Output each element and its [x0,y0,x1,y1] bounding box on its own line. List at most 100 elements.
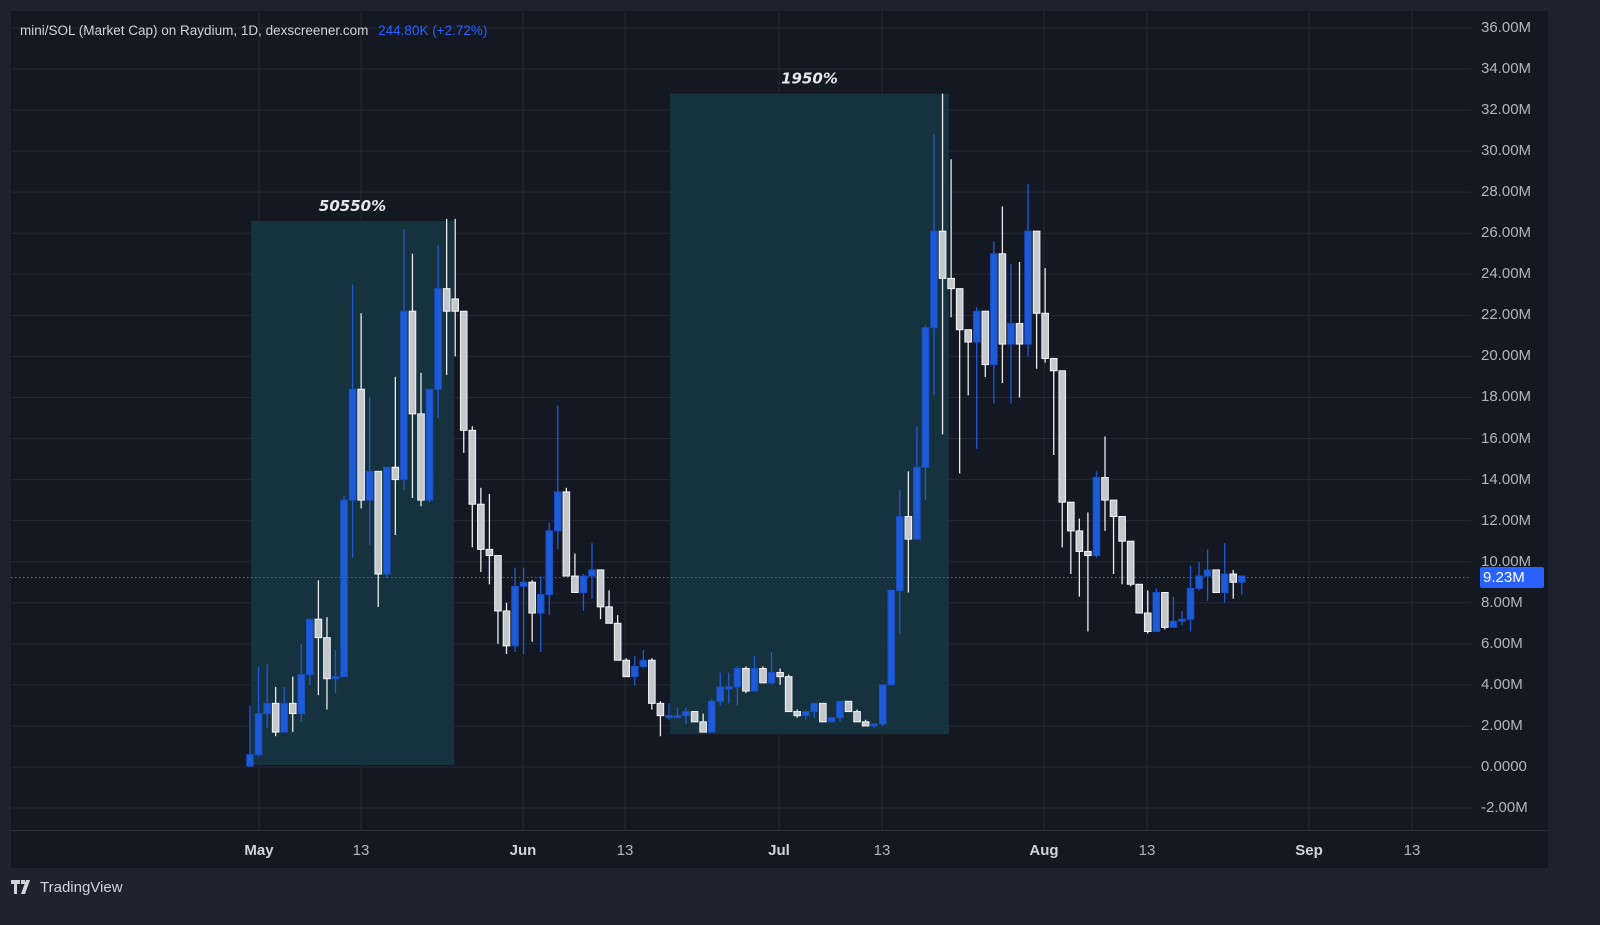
candle[interactable] [348,284,357,558]
candle[interactable] [288,676,297,733]
candle[interactable] [554,405,562,550]
candle[interactable] [314,580,323,696]
candle[interactable] [1024,183,1032,357]
candle[interactable] [271,686,280,737]
candle[interactable] [1084,512,1092,632]
candle[interactable] [776,668,784,685]
candle[interactable] [947,159,955,318]
candle[interactable] [451,218,459,357]
candle[interactable] [613,615,622,661]
candle[interactable] [1101,436,1109,531]
candle[interactable] [998,206,1007,384]
candle[interactable] [1178,610,1186,626]
candle[interactable] [801,711,810,720]
chart-plot-area[interactable]: 50550% 1950% mini/SOL (Market Cap) on Ray… [11,11,1471,830]
candle[interactable] [878,684,887,726]
candle[interactable] [690,711,699,723]
candle[interactable] [442,218,451,375]
candle[interactable] [1041,268,1049,363]
candle[interactable] [254,666,263,757]
candle[interactable] [682,707,690,724]
candle[interactable] [391,376,400,536]
candle[interactable] [1220,543,1229,603]
candle[interactable] [759,666,767,684]
candle[interactable] [579,574,588,611]
candle[interactable] [733,666,742,706]
candle[interactable] [725,672,733,704]
candle[interactable] [810,702,819,718]
candle[interactable] [904,471,913,593]
candle[interactable] [930,134,938,396]
candle[interactable] [1067,501,1075,575]
candle[interactable] [1126,540,1135,587]
candle[interactable] [648,658,656,710]
candle[interactable] [545,522,554,616]
candle[interactable] [896,489,904,634]
candle[interactable] [494,555,502,644]
candle[interactable] [870,723,878,728]
candle[interactable] [477,487,485,572]
candle[interactable] [536,576,545,653]
candle[interactable] [1203,549,1212,601]
candle[interactable] [964,329,973,396]
candle[interactable] [1152,588,1161,633]
candle[interactable] [596,569,605,620]
candle[interactable] [425,388,434,503]
candle[interactable] [374,470,383,607]
candle[interactable] [1229,569,1238,599]
candle[interactable] [1161,591,1169,630]
candle[interactable] [562,487,571,577]
candle[interactable] [819,702,827,723]
candle[interactable] [588,543,596,599]
candle[interactable] [861,719,870,727]
candle[interactable] [365,397,374,546]
candle[interactable] [742,666,750,694]
candle[interactable] [1143,590,1152,634]
candle[interactable] [323,617,331,710]
candle[interactable] [673,707,682,719]
candle[interactable] [784,674,793,713]
candle[interactable] [1075,518,1084,597]
candle[interactable] [1169,596,1178,628]
candle[interactable] [417,372,425,507]
range-measure-box[interactable]: 1950% [670,70,949,735]
candle[interactable] [1032,230,1041,369]
candle[interactable] [434,245,442,418]
candle[interactable] [793,709,802,718]
candle[interactable] [844,700,853,713]
candle[interactable] [297,643,306,722]
candle[interactable] [955,288,964,474]
candle[interactable] [1238,575,1246,595]
candle[interactable] [630,656,639,685]
candle[interactable] [913,426,921,540]
price-axis[interactable]: 36.00M 34.00M 32.00M 30.00M 28.00M 26.00M 24.0… [1471,11,1548,830]
candle[interactable] [1212,569,1220,593]
candle[interactable] [972,307,981,449]
candle[interactable] [656,701,665,737]
candle[interactable] [1186,565,1195,632]
candle[interactable] [707,699,716,733]
candle[interactable] [1135,583,1144,614]
candle[interactable] [485,493,494,585]
candle[interactable] [502,602,511,655]
candle[interactable] [887,589,896,686]
candle[interactable] [1092,471,1101,558]
candle[interactable] [511,567,519,653]
candle[interactable] [408,253,417,499]
candle[interactable] [1015,261,1024,398]
candle[interactable] [938,93,947,435]
candle[interactable] [306,618,314,685]
candle[interactable] [246,705,254,767]
candle[interactable] [827,717,836,723]
candle[interactable] [1007,264,1015,404]
candle[interactable] [767,652,776,685]
candle[interactable] [699,713,707,733]
candle[interactable] [836,700,844,722]
candle[interactable] [357,313,365,509]
candle[interactable] [1195,561,1203,591]
candle[interactable] [400,229,408,490]
candle[interactable] [1049,357,1058,455]
candle[interactable] [981,310,990,377]
candle[interactable] [665,703,673,720]
candle[interactable] [263,664,271,728]
